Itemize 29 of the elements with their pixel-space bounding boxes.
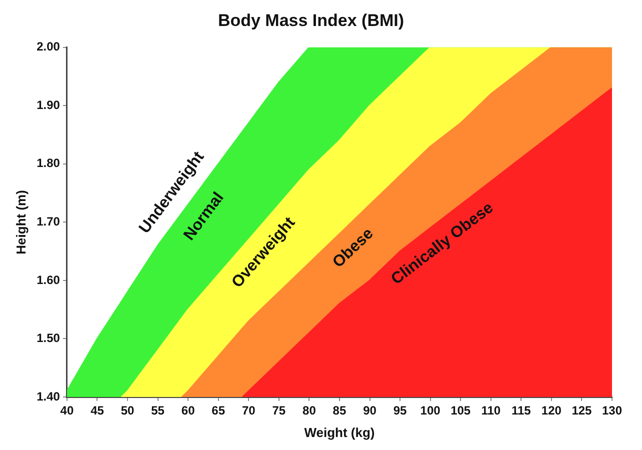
x-tick-label: 80 [302,404,316,418]
y-tick-label: 1.80 [36,156,60,170]
y-tick-label: 1.60 [36,272,60,287]
x-tick-label: 75 [272,404,286,418]
x-tick-label: 60 [181,404,196,418]
x-tick-label: 70 [242,404,256,418]
x-tick-label: 125 [572,404,592,418]
x-tick-label: 85 [332,404,346,418]
x-tick-label: 95 [393,404,408,418]
x-tick-label: 105 [450,404,471,418]
y-tick-label: 1.90 [36,98,60,112]
x-tick-label: 55 [151,404,165,418]
x-tick-label: 120 [541,404,562,418]
x-tick-label: 110 [481,404,501,418]
x-tick-label: 115 [511,404,532,418]
y-tick-label: 1.40 [36,389,60,404]
x-axis-title: Weight (kg) [304,424,375,440]
y-tick-label: 2.00 [36,40,60,54]
x-tick-label: 50 [120,404,135,418]
chart-title: Body Mass Index (BMI) [218,10,404,30]
x-tick-label: 40 [60,404,74,418]
y-axis-title: Height (m) [13,190,28,254]
x-tick-label: 65 [212,404,226,418]
y-tick-label: 1.70 [36,214,60,229]
x-tick-label: 90 [363,404,377,418]
x-tick-label: 45 [90,404,104,418]
x-tick-label: 130 [602,404,622,418]
y-tick-label: 1.50 [36,331,60,346]
x-tick-label: 100 [420,404,441,418]
